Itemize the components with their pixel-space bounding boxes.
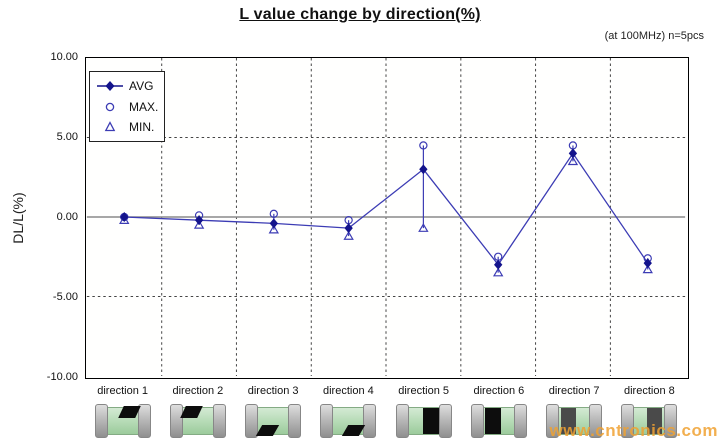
legend-item-min: MIN. [90,120,164,134]
avg-marker [120,212,129,222]
plot-area [85,57,689,379]
y-tick-label: -5.00 [52,291,78,303]
chip-terminal-left [470,404,484,438]
chip-terminal-right [664,404,678,438]
chip-terminal-left [395,404,409,438]
chip-terminal-right [137,404,151,438]
legend-label-max: MAX. [129,99,159,114]
chip-direction-1-image [94,404,151,438]
x-tick-label: direction 2 [172,385,224,397]
avg-marker [269,218,278,229]
x-tick-label: direction 6 [473,385,525,397]
min-marker [119,215,130,224]
chip-direction-5-image [395,404,452,438]
chip-direction-3-image [245,404,302,438]
avg-marker [643,258,652,269]
chip-direction-mark [422,408,439,434]
chip-direction-mark [484,408,501,434]
avg-marker [344,223,353,234]
min-marker [193,219,205,229]
y-tick-label: -10.00 [46,371,78,383]
legend-item-max: MAX. [90,100,164,114]
legend-box: AVG MAX. MIN. [89,71,165,142]
max-marker [419,141,428,150]
x-tick-label: direction 1 [97,385,148,397]
legend-item-avg: AVG [90,79,164,93]
plot-canvas [86,58,686,376]
avg-marker [494,259,503,270]
chip-direction-6-image [470,404,527,438]
chip-terminal-right [589,404,603,438]
x-tick-label: direction 8 [623,385,675,397]
chart-title: L value change by direction(%) [239,6,481,23]
x-tick-label: direction 5 [398,385,449,397]
x-tick-label: direction 3 [247,385,299,397]
x-tick-label: direction 4 [322,385,374,397]
chip-terminal-left [621,404,635,438]
y-tick-label: 5.00 [56,131,78,143]
chip-terminal-left [245,404,259,438]
avg-marker [419,164,428,175]
chip-terminal-left [94,404,108,438]
chip-terminal-right [363,404,377,438]
chip-terminal-right [513,404,527,438]
chip-terminal-left [169,404,183,438]
chip-direction-4-image [320,404,377,438]
min-marker [492,267,504,277]
max-marker [269,209,278,218]
avg-marker [568,148,578,159]
chip-terminal-left [320,404,334,438]
min-marker [268,224,280,234]
chip-terminal-right [212,404,226,438]
avg-series-line [124,152,649,266]
y-tick-label: 10.00 [50,51,78,63]
chip-direction-mark [647,408,663,434]
chip-direction-mark [561,408,577,434]
legend-label-avg: AVG [129,78,154,93]
y-axis-title: DL/L(%) [10,192,26,244]
max-circle-icon [105,102,115,111]
watermark-text: www.cntronics.com [549,421,718,440]
min-marker [567,156,579,166]
chip-direction-7-image [546,404,603,438]
x-tick-label: direction 7 [548,385,600,397]
chip-terminal-left [546,404,560,438]
chip-terminal-right [288,404,302,438]
min-triangle-icon [104,121,116,132]
y-tick-label: 0.00 [56,211,78,223]
min-marker [418,222,429,232]
legend-label-min: MIN. [129,120,155,135]
measurement-annotation: (at 100MHz) n=5pcs [604,30,704,42]
chip-terminal-right [438,404,452,438]
avg-line-diamond-icon [97,80,123,91]
min-marker [343,230,354,240]
chip-direction-2-image [169,404,226,438]
chip-direction-8-image [621,404,678,438]
min-marker [642,264,653,274]
